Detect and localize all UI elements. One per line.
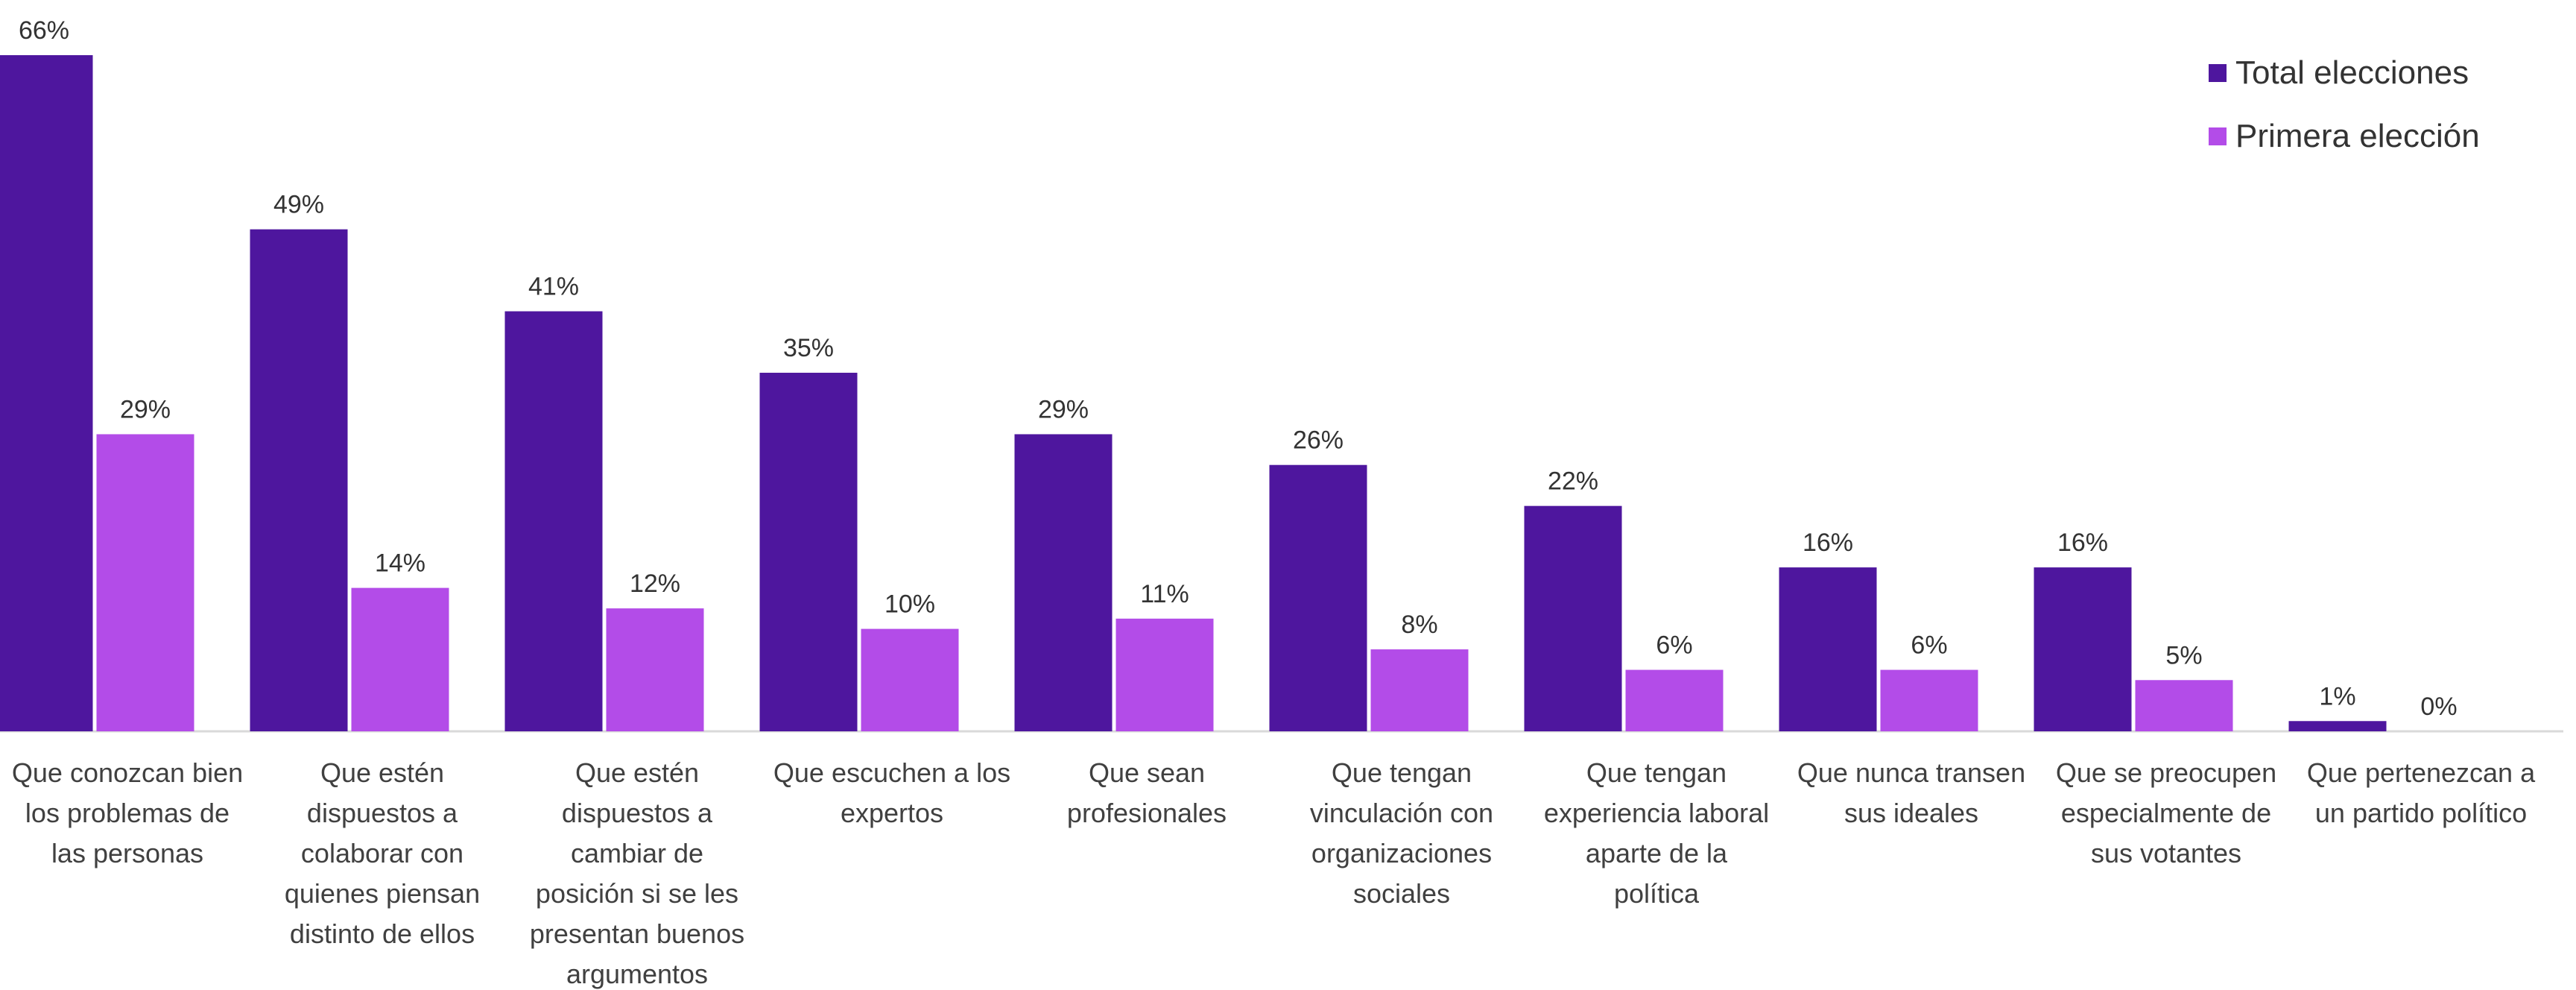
category-label-line: Que sean: [1089, 757, 1205, 788]
bar-total-elecciones-9: [2034, 567, 2132, 731]
bar-total-elecciones-3: [504, 311, 603, 731]
category-label-line: un partido político: [2315, 798, 2527, 828]
value-label-primera-eleccion-7: 6%: [1656, 631, 1692, 660]
bar-primera-eleccion-3: [606, 608, 704, 731]
category-label-1: Que conozcan bien los problemas de las per…: [12, 757, 243, 868]
category-label-8: Que nunca transen sus ideales: [1797, 757, 2025, 828]
value-label-primera-eleccion-2: 14%: [375, 549, 425, 578]
bar-primera-eleccion-1: [96, 434, 194, 731]
bar-primera-eleccion-9: [2135, 680, 2233, 731]
category-label-line: expertos: [841, 798, 943, 828]
category-label-line: Que escuchen a los: [773, 757, 1010, 788]
legend-label-primera-eleccion: Primera elección: [2235, 118, 2480, 154]
category-label-line: quienes piensan: [285, 878, 480, 909]
value-label-primera-eleccion-10: 0%: [2420, 693, 2457, 721]
category-label-line: argumentos: [566, 959, 708, 989]
value-label-total-elecciones-5: 29%: [1038, 395, 1089, 423]
value-label-total-elecciones-1: 66%: [19, 16, 69, 45]
bar-total-elecciones-6: [1269, 464, 1367, 731]
category-label-line: dispuestos a: [307, 798, 458, 828]
value-label-total-elecciones-10: 1%: [2319, 682, 2355, 710]
category-label-line: posición si se les: [536, 878, 738, 909]
category-label-line: distinto de ellos: [290, 918, 475, 949]
value-label-total-elecciones-2: 49%: [273, 191, 324, 219]
value-label-primera-eleccion-9: 5%: [2165, 641, 2202, 669]
value-label-primera-eleccion-6: 8%: [1401, 611, 1437, 639]
value-label-primera-eleccion-1: 29%: [120, 395, 171, 423]
bar-total-elecciones-1: [0, 55, 93, 731]
bar-primera-eleccion-5: [1115, 618, 1214, 731]
bar-primera-eleccion-6: [1370, 649, 1469, 731]
category-label-line: Que tengan: [1586, 757, 1727, 788]
category-label-line: Que estén: [575, 757, 699, 788]
value-label-total-elecciones-7: 22%: [1548, 467, 1598, 496]
category-label-line: las personas: [51, 838, 203, 868]
category-label-line: Que pertenezcan a: [2307, 757, 2536, 788]
value-labels-group: 66% 29% 49% 14% 41% 12% 35% 10% 29% 11% 26% 8% 22% 6%…: [19, 16, 2458, 721]
category-label-line: profesionales: [1067, 798, 1227, 828]
bar-total-elecciones-7: [1524, 505, 1622, 731]
bar-primera-eleccion-7: [1625, 669, 1724, 731]
bar-primera-eleccion-4: [861, 628, 959, 731]
category-label-line: Que nunca transen: [1797, 757, 2025, 788]
category-label-line: Que tengan: [1332, 757, 1472, 788]
value-label-primera-eleccion-3: 12%: [630, 570, 680, 598]
category-label-6: Que tengan vinculación con organizaciones s…: [1310, 757, 1493, 909]
value-label-total-elecciones-3: 41%: [528, 273, 579, 301]
category-label-line: organizaciones: [1311, 838, 1492, 868]
value-label-total-elecciones-9: 16%: [2057, 529, 2108, 557]
bars-group: [0, 55, 2387, 731]
bar-total-elecciones-2: [250, 229, 348, 731]
value-label-primera-eleccion-8: 6%: [1911, 631, 1947, 660]
value-label-primera-eleccion-4: 10%: [884, 590, 935, 619]
legend-swatch-total-elecciones: [2209, 64, 2227, 82]
category-label-line: vinculación con: [1310, 798, 1493, 828]
category-label-line: presentan buenos: [530, 918, 744, 949]
bar-total-elecciones-5: [1014, 434, 1113, 731]
bar-total-elecciones-10: [2288, 721, 2387, 731]
category-label-line: aparte de la: [1586, 838, 1728, 868]
bar-primera-eleccion-2: [351, 587, 449, 731]
category-label-line: Que conozcan bien: [12, 757, 243, 788]
category-label-line: Que se preocupen: [2056, 757, 2276, 788]
category-label-10: Que pertenezcan a un partido político: [2307, 757, 2536, 828]
legend-swatch-primera-eleccion: [2209, 127, 2227, 145]
category-label-line: sus votantes: [2091, 838, 2241, 868]
category-label-line: dispuestos a: [562, 798, 713, 828]
value-label-total-elecciones-4: 35%: [783, 334, 834, 362]
category-label-line: colaborar con: [301, 838, 463, 868]
category-label-7: Que tengan experiencia laboral aparte de l…: [1544, 757, 1769, 909]
category-labels-group: Que conozcan bien los problemas de las per…: [12, 757, 2536, 989]
category-label-line: Que estén: [320, 757, 444, 788]
category-label-line: experiencia laboral: [1544, 798, 1769, 828]
bar-total-elecciones-4: [759, 373, 858, 731]
category-label-line: sus ideales: [1844, 798, 1978, 828]
category-label-line: cambiar de: [571, 838, 703, 868]
legend-label-total-elecciones: Total elecciones: [2235, 54, 2469, 91]
category-label-line: especialmente de: [2061, 798, 2271, 828]
category-label-9: Que se preocupen especialmente de sus vota…: [2056, 757, 2276, 868]
bar-primera-eleccion-8: [1880, 669, 1978, 731]
value-label-total-elecciones-8: 16%: [1803, 529, 1853, 557]
value-label-primera-eleccion-5: 11%: [1140, 580, 1189, 608]
value-label-total-elecciones-6: 26%: [1293, 426, 1344, 455]
category-label-line: los problemas de: [25, 798, 230, 828]
category-label-5: Que sean profesionales: [1067, 757, 1227, 828]
category-label-line: política: [1614, 878, 1700, 909]
category-label-4: Que escuchen a los expertos: [773, 757, 1010, 828]
category-label-line: sociales: [1353, 878, 1450, 909]
bar-total-elecciones-8: [1779, 567, 1877, 731]
category-label-3: Que estén dispuestos a cambiar de posición …: [530, 757, 744, 989]
legend: Total elecciones Primera elección: [2209, 54, 2480, 154]
category-label-2: Que estén dispuestos a colaborar con quiene…: [285, 757, 480, 949]
